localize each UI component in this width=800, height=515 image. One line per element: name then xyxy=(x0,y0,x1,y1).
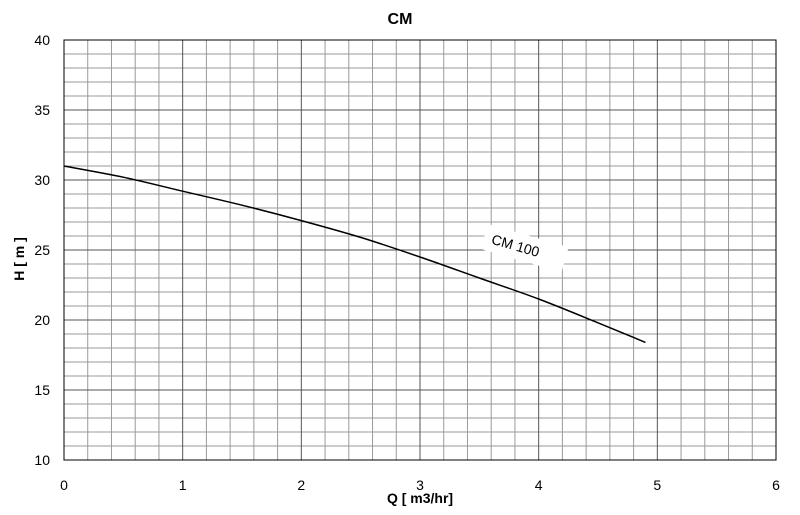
y-tick-label: 35 xyxy=(34,102,50,118)
x-tick-label: 5 xyxy=(653,477,661,493)
y-tick-label: 15 xyxy=(34,382,50,398)
series-line xyxy=(63,165,646,344)
y-tick-label: 10 xyxy=(34,452,50,468)
x-tick-label: 6 xyxy=(772,477,780,493)
y-tick-label: 30 xyxy=(34,172,50,188)
x-tick-label: 4 xyxy=(535,477,543,493)
y-tick-label: 40 xyxy=(34,32,50,48)
series-layer: CM 100 xyxy=(63,165,646,344)
y-tick-label: 20 xyxy=(34,312,50,328)
y-tick-labels: 10 15 20 25 30 35 40 xyxy=(34,32,50,468)
series-label: CM 100 xyxy=(480,224,569,273)
x-tick-label: 1 xyxy=(179,477,187,493)
y-tick-label: 25 xyxy=(34,242,50,258)
x-tick-label: 0 xyxy=(60,477,68,493)
x-axis-label: Q [ m3/hr] xyxy=(387,490,453,506)
y-axis-label: H [ m ] xyxy=(11,237,27,281)
series-label-background xyxy=(480,224,569,273)
x-tick-label: 3 xyxy=(416,477,424,493)
x-tick-label: 2 xyxy=(297,477,305,493)
plot-area-frame xyxy=(63,39,777,461)
major-grid xyxy=(63,39,777,461)
x-tick-labels: 0 1 2 3 4 5 6 xyxy=(60,477,780,493)
chart-title: CM xyxy=(388,11,413,28)
